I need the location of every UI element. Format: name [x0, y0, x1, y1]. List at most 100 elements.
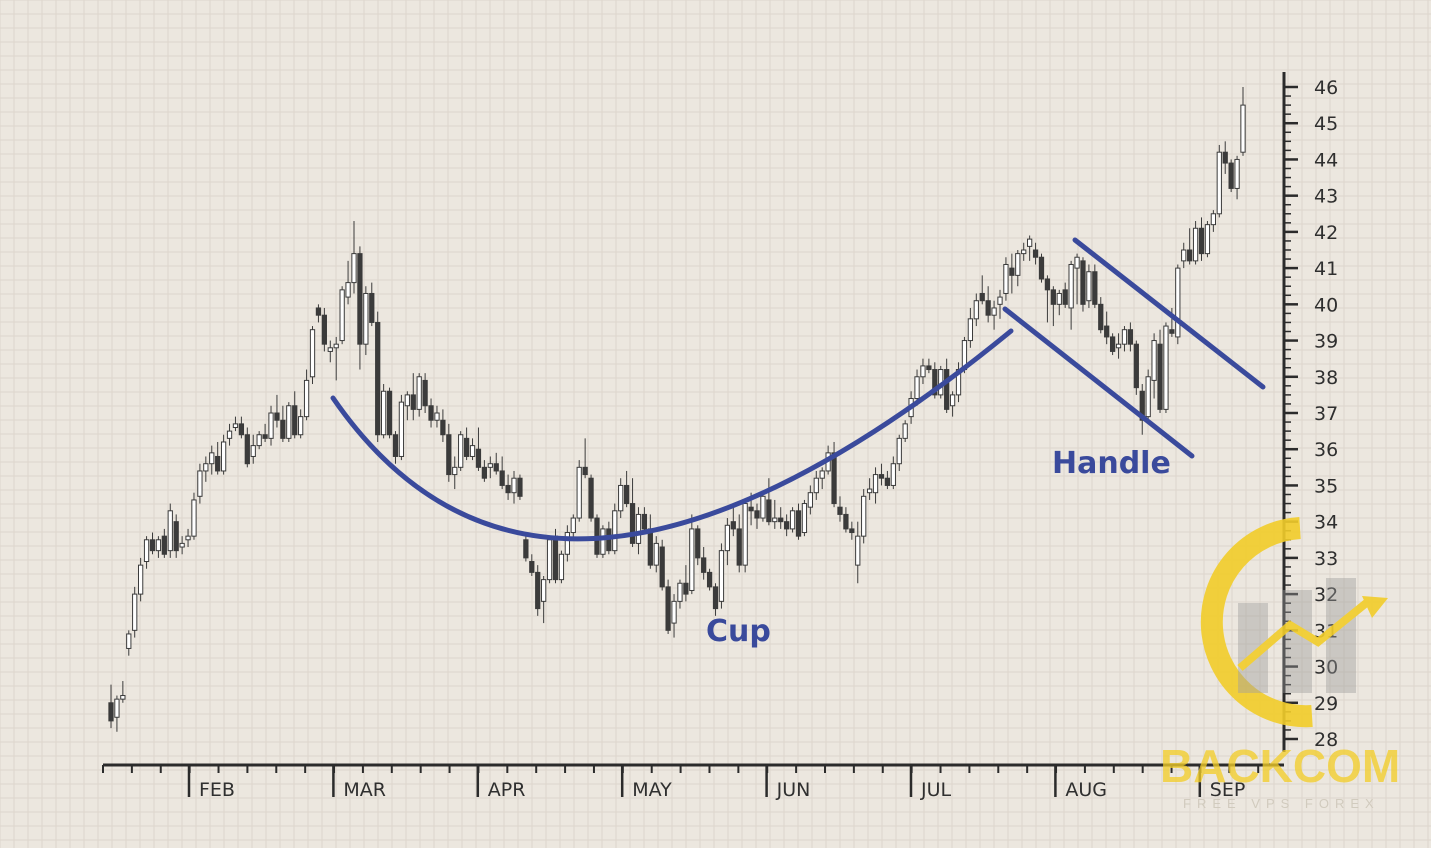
candle — [612, 503, 618, 555]
candle — [1222, 141, 1228, 174]
candle — [1210, 210, 1217, 232]
candle — [1127, 322, 1134, 352]
candle — [1003, 257, 1009, 301]
y-tick-label: 34 — [1314, 512, 1338, 534]
candle — [333, 336, 339, 381]
y-tick-label: 35 — [1314, 475, 1338, 497]
y-tick-label: 45 — [1314, 113, 1338, 135]
candle — [517, 474, 523, 500]
candle — [855, 521, 861, 584]
candle — [380, 384, 387, 439]
x-month-label: APR — [488, 779, 526, 801]
cup-arc — [330, 328, 1014, 542]
candle — [618, 478, 624, 519]
candle — [475, 427, 482, 471]
candle — [238, 416, 245, 439]
candle — [434, 405, 440, 428]
candle — [736, 514, 742, 573]
candle — [535, 565, 541, 616]
candle — [244, 427, 250, 468]
candle — [1181, 242, 1187, 269]
candle — [831, 441, 837, 508]
candle — [653, 536, 659, 573]
candle — [1175, 264, 1181, 345]
candle — [1234, 155, 1240, 200]
candle — [1163, 322, 1169, 413]
candle — [1228, 159, 1234, 193]
candle — [1080, 257, 1086, 312]
candle — [784, 514, 790, 537]
candle — [1121, 326, 1128, 352]
candle — [339, 286, 345, 345]
candle — [499, 456, 505, 490]
candle — [807, 485, 813, 515]
candle — [120, 681, 126, 703]
candle — [1027, 235, 1033, 261]
candle — [446, 423, 452, 482]
candle — [161, 528, 167, 558]
candle — [493, 452, 499, 475]
y-tick-label: 36 — [1314, 439, 1338, 461]
candle — [215, 441, 221, 475]
candle — [357, 246, 363, 370]
candle — [487, 456, 493, 479]
candle — [523, 536, 529, 562]
candle — [209, 445, 215, 475]
candle — [458, 431, 464, 471]
y-tick-label: 28 — [1314, 729, 1338, 751]
candle — [327, 340, 333, 363]
candle — [132, 586, 138, 638]
candle — [410, 373, 416, 421]
candle — [896, 434, 902, 471]
handle-lower-line — [1002, 306, 1195, 459]
candle — [256, 431, 262, 450]
candle — [191, 492, 197, 540]
candle — [303, 369, 310, 421]
candle — [481, 460, 488, 482]
y-tick-label: 33 — [1314, 548, 1338, 570]
candle — [754, 503, 760, 529]
candle — [1050, 286, 1056, 327]
candle — [677, 579, 683, 609]
candle — [623, 470, 630, 508]
candle — [576, 460, 582, 522]
candle — [991, 300, 997, 330]
y-tick-label: 38 — [1314, 367, 1338, 389]
candle — [428, 398, 434, 428]
candle — [469, 438, 476, 461]
cup-label: Cup — [706, 614, 771, 649]
candle — [1032, 242, 1039, 265]
candle — [772, 499, 778, 529]
candle — [1204, 221, 1211, 258]
y-tick-label: 37 — [1314, 403, 1338, 425]
y-tick-label: 42 — [1314, 222, 1338, 244]
candle — [1068, 260, 1074, 330]
x-month-label: MAY — [632, 779, 672, 801]
candle — [635, 507, 642, 555]
candle — [114, 695, 120, 732]
candle — [126, 630, 132, 656]
candle — [422, 373, 428, 413]
candle — [582, 438, 588, 479]
candle — [1133, 340, 1139, 395]
candle — [351, 221, 357, 294]
candle — [1145, 369, 1151, 424]
candle — [647, 514, 653, 569]
candle — [1062, 282, 1068, 308]
candle — [1074, 253, 1080, 305]
x-month-label: JUL — [920, 779, 952, 801]
candle — [363, 286, 369, 356]
candle — [108, 684, 114, 729]
candle — [1187, 228, 1193, 265]
candle — [967, 307, 974, 348]
candle — [1139, 384, 1145, 435]
handle-label: Handle — [1052, 446, 1171, 481]
candle — [564, 525, 570, 562]
candle — [1044, 275, 1051, 323]
candle — [813, 470, 819, 500]
candle — [203, 456, 209, 482]
candle — [321, 307, 327, 352]
candle — [345, 260, 351, 305]
watermark-text: BACKCOM — [1160, 740, 1400, 792]
